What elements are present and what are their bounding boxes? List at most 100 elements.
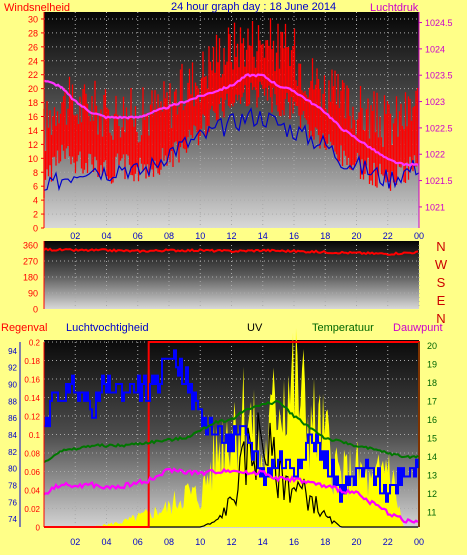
- uv-axis-title: UV: [247, 322, 263, 334]
- temp-tick-label: 13: [427, 471, 437, 481]
- x-tick-label: 04: [101, 537, 111, 547]
- pressure-line: [43, 73, 419, 168]
- temp-tick-label: 12: [427, 489, 437, 499]
- humidity-tick-label: 80: [8, 465, 17, 474]
- x-tick-label: 06: [133, 231, 143, 241]
- x-tick-label: 00: [414, 537, 424, 547]
- pressure-axis-title: Luchtdruk: [370, 2, 419, 14]
- rain-axis-title: Regenval: [1, 322, 47, 334]
- wind-tick-label: 8: [33, 168, 38, 178]
- rain-tick-label: 0.14: [24, 394, 40, 403]
- direction-tick-label: 270: [23, 257, 38, 267]
- rain-tick-label: 0.02: [24, 505, 40, 514]
- humidity-tick-label: 92: [8, 364, 17, 373]
- x-tick-label: 06: [133, 537, 143, 547]
- wind-tick-label: 10: [28, 154, 38, 164]
- x-tick-label: 14: [258, 537, 268, 547]
- wind-tick-label: 22: [28, 70, 38, 80]
- wind-tick-label: 20: [28, 84, 38, 94]
- x-tick-label: 00: [414, 231, 424, 241]
- direction-tick-label: 0: [33, 305, 38, 315]
- pressure-tick-label: 1022.5: [425, 123, 453, 133]
- wind-direction-line: [43, 247, 419, 256]
- grid-direction: [44, 245, 420, 309]
- x-tick-label: 10: [195, 537, 205, 547]
- x-tick-label: 12: [226, 537, 236, 547]
- humidity-tick-label: 82: [8, 448, 17, 457]
- x-tick-label: 20: [351, 231, 361, 241]
- x-tick-label: 08: [164, 231, 174, 241]
- temp-tick-label: 14: [427, 452, 437, 462]
- compass-label-w: W: [435, 257, 448, 272]
- compass-label-s: S: [437, 275, 446, 290]
- rain-tick-label: 0.06: [24, 468, 40, 477]
- humidity-tick-label: 90: [8, 381, 17, 390]
- x-tick-label: 04: [101, 231, 111, 241]
- x-tick-label: 16: [289, 231, 299, 241]
- wind-tick-label: 18: [28, 98, 38, 108]
- wind-tick-label: 2: [33, 210, 38, 220]
- pressure-tick-label: 1023.5: [425, 71, 453, 81]
- x-tick-label: 20: [351, 537, 361, 547]
- rain-tick-label: 0.08: [24, 450, 40, 459]
- temp-tick-label: 20: [427, 341, 437, 351]
- x-tick-label: 16: [289, 537, 299, 547]
- compass-label-e: E: [437, 293, 446, 308]
- wind-tick-label: 16: [28, 112, 38, 122]
- temp-tick-label: 16: [427, 415, 437, 425]
- rain-tick-label: 0.2: [29, 339, 41, 348]
- dewpoint-axis-title: Dauwpunt: [393, 322, 443, 334]
- direction-tick-label: 90: [28, 289, 38, 299]
- wind-tick-label: 26: [28, 42, 38, 52]
- pressure-tick-label: 1023: [425, 97, 445, 107]
- temp-tick-label: 11: [427, 508, 436, 518]
- rain-tick-label: 0.16: [24, 376, 40, 385]
- wind-tick-label: 24: [28, 56, 38, 66]
- pressure-tick-label: 1024: [425, 44, 445, 54]
- wind-tick-label: 14: [28, 126, 38, 136]
- wind-average-line: [43, 107, 420, 192]
- temp-tick-label: 18: [427, 378, 437, 388]
- x-tick-label: 02: [70, 537, 80, 547]
- x-tick-label: 08: [164, 537, 174, 547]
- humidity-tick-label: 86: [8, 414, 17, 423]
- pressure-tick-label: 1024.5: [425, 18, 453, 28]
- rain-tick-label: 0: [36, 524, 41, 533]
- x-tick-label: 22: [383, 231, 393, 241]
- direction-tick-label: 360: [23, 241, 38, 251]
- temp-tick-label: 17: [427, 397, 437, 407]
- rain-tick-label: 0.18: [24, 357, 40, 366]
- wind-tick-label: 28: [28, 28, 38, 38]
- rain-tick-label: 0.12: [24, 413, 40, 422]
- rain-tick-label: 0.04: [24, 487, 40, 496]
- humidity-tick-label: 74: [8, 515, 17, 524]
- x-tick-label: 12: [226, 231, 236, 241]
- humidity-line: [44, 349, 419, 503]
- compass-label-n: N: [436, 239, 445, 254]
- compass-label-n: N: [436, 311, 445, 326]
- temperature-line: [43, 399, 419, 464]
- x-tick-label: 18: [320, 537, 330, 547]
- wind-tick-label: 0: [33, 224, 38, 234]
- direction-tick-label: 180: [23, 273, 38, 283]
- dewpoint-line: [43, 467, 419, 524]
- wind-tick-label: 30: [28, 14, 38, 24]
- pressure-tick-label: 1022: [425, 150, 445, 160]
- humidity-tick-label: 84: [8, 431, 17, 440]
- chart-title: 24 hour graph day : 18 June 2014: [171, 1, 336, 13]
- pressure-tick-label: 1021.5: [425, 176, 453, 186]
- humidity-tick-label: 78: [8, 481, 17, 490]
- rain-tick-label: 0.1: [29, 431, 41, 440]
- wind-tick-label: 6: [33, 182, 38, 192]
- humidity-tick-label: 76: [8, 498, 17, 507]
- temperature-axis-title: Temperatuur: [312, 322, 374, 334]
- temp-tick-label: 15: [427, 434, 437, 444]
- wind-tick-label: 12: [28, 140, 38, 150]
- wind-axis-title: Windsnelheid: [4, 2, 70, 14]
- x-tick-label: 10: [195, 231, 205, 241]
- x-tick-label: 14: [258, 231, 268, 241]
- humidity-tick-label: 94: [8, 347, 17, 356]
- x-tick-label: 18: [320, 231, 330, 241]
- pressure-tick-label: 1021: [425, 202, 445, 212]
